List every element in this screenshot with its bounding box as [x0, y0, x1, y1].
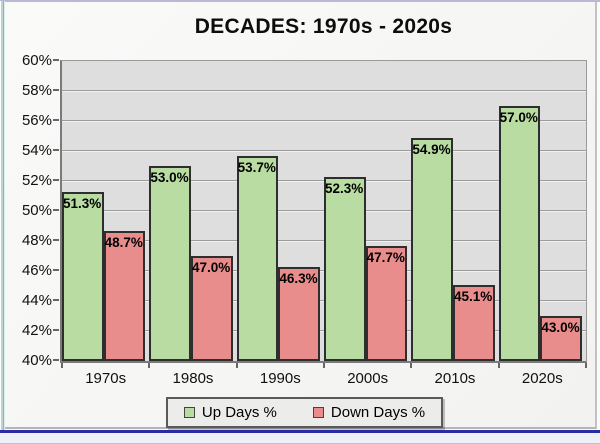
bar-up-days-2000s [324, 176, 366, 361]
bar-value-label: 47.0% [191, 260, 231, 275]
chart-title: DECADES: 1970s - 2020s [194, 15, 453, 38]
y-axis-tick [53, 179, 59, 181]
window-bottom-area [0, 433, 600, 444]
bar-down-days-2000s [365, 245, 408, 361]
bar-value-label: 51.3% [63, 195, 102, 211]
y-axis-tick [53, 59, 59, 61]
bar-value-label: 45.1% [453, 288, 493, 304]
bar-value-label: 48.7% [104, 234, 143, 250]
bar-value-label: 57.0% [499, 110, 538, 125]
y-axis-tick [53, 359, 59, 361]
window-bottom-accent [0, 430, 600, 433]
bar-down-days-1990s [278, 266, 320, 361]
x-axis-tick [585, 363, 587, 368]
y-axis-tick [53, 269, 59, 271]
legend-swatch-down-days [312, 407, 324, 418]
bar-value-label: 54.9% [412, 141, 451, 157]
bar-down-days-1970s [103, 230, 146, 361]
gridline [62, 90, 586, 92]
y-axis-tick [53, 149, 59, 151]
y-axis-label: 58% [21, 82, 52, 99]
bar-value-label: 53.7% [237, 159, 276, 175]
bar-up-days-1980s [149, 166, 191, 361]
y-axis-tick [53, 209, 59, 211]
x-axis-tick [148, 363, 151, 368]
bar-up-days-2010s [411, 137, 453, 361]
x-axis-tick [410, 363, 413, 368]
y-axis-tick [53, 239, 59, 241]
bar-value-label: 43.0% [541, 320, 580, 335]
y-axis-tick [53, 299, 59, 301]
x-axis-tick [323, 363, 325, 368]
bar-up-days-1990s [236, 155, 279, 361]
y-axis-tick [53, 89, 59, 91]
x-axis-label: 1980s [172, 370, 214, 387]
plot-area: 51.3% 53.0% 53.7% 52.3% 54.9% 57.0% 48.7% 47.0%… [60, 60, 587, 363]
window-top-border [0, 0, 600, 2]
legend-item-down-days: Down Days % [312, 404, 426, 421]
bar-up-days-2020s [498, 106, 541, 361]
bar-value-label: 52.3% [325, 180, 364, 196]
y-axis-label: 50% [21, 202, 52, 219]
legend-item-up-days: Up Days % [183, 404, 277, 421]
x-axis-label: 1970s [85, 370, 127, 387]
x-axis-tick [235, 363, 238, 368]
y-axis-label: 40% [21, 352, 52, 369]
legend-swatch-up-days [183, 407, 195, 418]
bar-down-days-1980s [190, 256, 233, 361]
y-axis-label: 42% [21, 322, 52, 339]
y-axis-label: 54% [21, 142, 52, 159]
bar-up-days-1970s [62, 191, 104, 361]
y-axis-tick [53, 119, 59, 121]
window-left-border [0, 1, 5, 430]
y-axis-label: 60% [21, 52, 52, 69]
legend-label: Up Days % [201, 404, 277, 421]
y-axis-label: 52% [21, 172, 52, 189]
bar-down-days-2010s [452, 284, 495, 361]
bar-value-label: 53.0% [150, 170, 189, 185]
bar-value-label: 46.3% [279, 270, 318, 286]
x-axis-label: 2020s [521, 370, 563, 387]
x-axis-label: 1990s [259, 370, 301, 387]
x-axis-label: 2000s [347, 370, 389, 387]
bar-value-label: 47.7% [366, 249, 405, 265]
y-axis-label: 56% [21, 112, 52, 129]
legend: Up Days % Down Days % [166, 397, 443, 428]
x-axis-label: 2010s [434, 370, 476, 387]
x-axis-tick [497, 363, 500, 368]
gridline [62, 120, 586, 122]
y-axis-label: 46% [21, 262, 52, 279]
gridline [62, 150, 586, 152]
y-axis-tick [53, 329, 59, 331]
legend-label: Down Days % [330, 404, 426, 421]
y-axis-label: 44% [21, 292, 52, 309]
bar-down-days-2020s [540, 316, 582, 361]
y-axis-label: 48% [21, 232, 52, 249]
x-axis-tick [61, 363, 63, 368]
